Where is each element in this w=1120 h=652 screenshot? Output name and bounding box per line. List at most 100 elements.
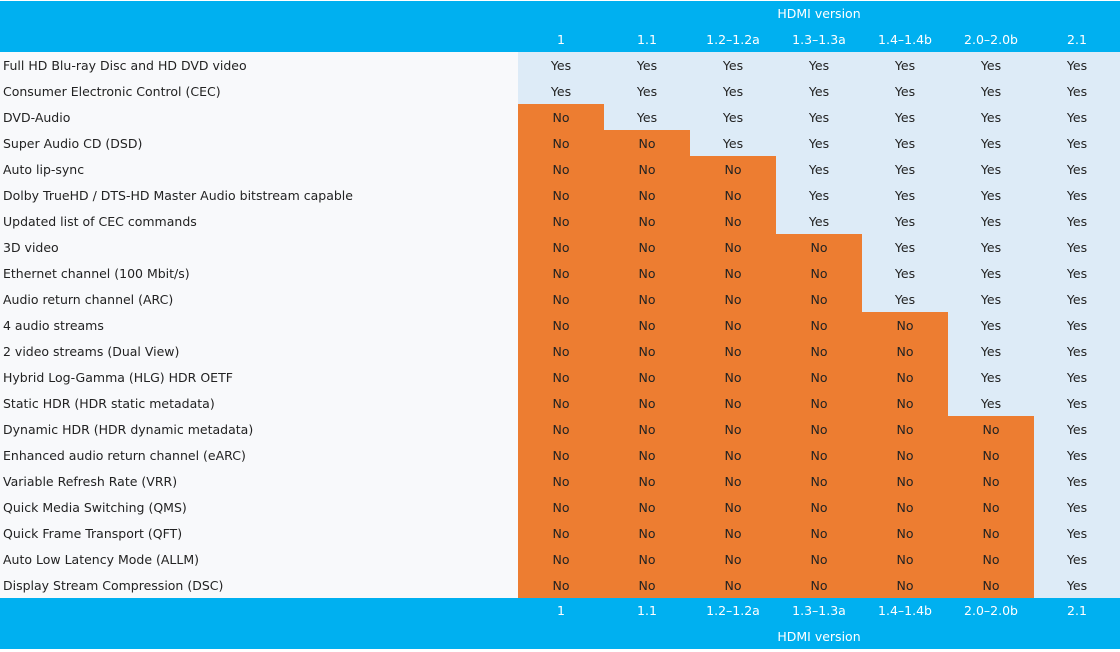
support-cell: No xyxy=(690,520,776,546)
version-header: 1.1 xyxy=(604,598,690,624)
support-cell: No xyxy=(690,208,776,234)
support-cell: No xyxy=(604,234,690,260)
corner-cell xyxy=(0,26,518,52)
version-header: 1.4–1.4b xyxy=(862,598,948,624)
feature-label: Audio return channel (ARC) xyxy=(0,286,518,312)
support-cell: No xyxy=(604,156,690,182)
support-cell: No xyxy=(690,234,776,260)
table-row: Auto lip-sync No No No Yes Yes Yes Yes xyxy=(0,156,1120,182)
support-cell: Yes xyxy=(776,208,862,234)
support-cell: No xyxy=(776,520,862,546)
support-cell: No xyxy=(518,494,604,520)
feature-label: Enhanced audio return channel (eARC) xyxy=(0,442,518,468)
support-cell: No xyxy=(948,494,1034,520)
support-cell: Yes xyxy=(948,312,1034,338)
version-header: 1.2–1.2a xyxy=(690,598,776,624)
feature-label: DVD-Audio xyxy=(0,104,518,130)
support-cell: No xyxy=(518,520,604,546)
table-row: Consumer Electronic Control (CEC) Yes Yes Y… xyxy=(0,78,1120,104)
support-cell: No xyxy=(690,364,776,390)
support-cell: Yes xyxy=(862,104,948,130)
table-row: Static HDR (HDR static metadata) No No No No… xyxy=(0,390,1120,416)
version-header: 1.4–1.4b xyxy=(862,26,948,52)
version-header: 1 xyxy=(518,598,604,624)
support-cell: No xyxy=(690,442,776,468)
support-cell: No xyxy=(690,156,776,182)
support-cell: No xyxy=(604,494,690,520)
support-cell: No xyxy=(776,338,862,364)
table-row: Dolby TrueHD / DTS-HD Master Audio bitst… xyxy=(0,182,1120,208)
support-cell: No xyxy=(862,364,948,390)
support-cell: Yes xyxy=(948,78,1034,104)
support-cell: No xyxy=(776,572,862,598)
support-cell: Yes xyxy=(1034,338,1120,364)
support-cell: Yes xyxy=(948,364,1034,390)
support-cell: No xyxy=(776,494,862,520)
support-cell: Yes xyxy=(1034,104,1120,130)
support-cell: No xyxy=(690,494,776,520)
support-cell: No xyxy=(948,442,1034,468)
support-cell: Yes xyxy=(690,52,776,78)
support-cell: Yes xyxy=(690,104,776,130)
support-cell: No xyxy=(518,182,604,208)
support-cell: No xyxy=(518,390,604,416)
table-row: 2 video streams (Dual View) No No No No No Yes… xyxy=(0,338,1120,364)
version-header: 1.3–1.3a xyxy=(776,26,862,52)
support-cell: No xyxy=(948,416,1034,442)
support-cell: No xyxy=(776,390,862,416)
feature-label: Display Stream Compression (DSC) xyxy=(0,572,518,598)
table-row: Audio return channel (ARC) No No No No Yes Yes… xyxy=(0,286,1120,312)
support-cell: Yes xyxy=(776,182,862,208)
support-cell: No xyxy=(604,442,690,468)
support-cell: No xyxy=(776,312,862,338)
support-cell: No xyxy=(604,572,690,598)
support-cell: No xyxy=(518,130,604,156)
feature-label: Super Audio CD (DSD) xyxy=(0,130,518,156)
support-cell: No xyxy=(604,364,690,390)
support-cell: Yes xyxy=(948,286,1034,312)
corner-cell xyxy=(0,623,518,649)
support-cell: No xyxy=(690,468,776,494)
version-header: 2.0–2.0b xyxy=(948,598,1034,624)
support-cell: Yes xyxy=(604,52,690,78)
support-cell: No xyxy=(776,234,862,260)
table-row: Quick Media Switching (QMS) No No No No No No Y… xyxy=(0,494,1120,520)
support-cell: No xyxy=(518,338,604,364)
support-cell: Yes xyxy=(1034,52,1120,78)
feature-label: Static HDR (HDR static metadata) xyxy=(0,390,518,416)
support-cell: Yes xyxy=(1034,130,1120,156)
support-cell: No xyxy=(776,364,862,390)
support-cell: Yes xyxy=(1034,416,1120,442)
support-cell: No xyxy=(862,338,948,364)
support-cell: Yes xyxy=(948,52,1034,78)
support-cell: No xyxy=(862,520,948,546)
version-header: 1.2–1.2a xyxy=(690,26,776,52)
support-cell: No xyxy=(862,312,948,338)
table-row: Quick Frame Transport (QFT) No No No No No No Y… xyxy=(0,520,1120,546)
feature-label: Dynamic HDR (HDR dynamic metadata) xyxy=(0,416,518,442)
support-cell: Yes xyxy=(948,104,1034,130)
support-cell: No xyxy=(604,546,690,572)
support-cell: No xyxy=(604,286,690,312)
support-cell: No xyxy=(604,182,690,208)
support-cell: No xyxy=(862,546,948,572)
support-cell: No xyxy=(862,390,948,416)
support-cell: Yes xyxy=(518,52,604,78)
table-row: Variable Refresh Rate (VRR) No No No No No No Y… xyxy=(0,468,1120,494)
support-cell: No xyxy=(518,234,604,260)
support-cell: Yes xyxy=(776,104,862,130)
support-cell: Yes xyxy=(1034,468,1120,494)
support-cell: No xyxy=(690,260,776,286)
support-cell: No xyxy=(862,442,948,468)
support-cell: Yes xyxy=(1034,546,1120,572)
support-cell: No xyxy=(690,182,776,208)
feature-label: Auto lip-sync xyxy=(0,156,518,182)
support-cell: No xyxy=(518,104,604,130)
support-cell: No xyxy=(518,572,604,598)
support-cell: Yes xyxy=(1034,78,1120,104)
support-cell: No xyxy=(604,520,690,546)
support-cell: Yes xyxy=(948,260,1034,286)
table-row: Dynamic HDR (HDR dynamic metadata) No No No… xyxy=(0,416,1120,442)
support-cell: No xyxy=(690,312,776,338)
version-header: 2.1 xyxy=(1034,26,1120,52)
